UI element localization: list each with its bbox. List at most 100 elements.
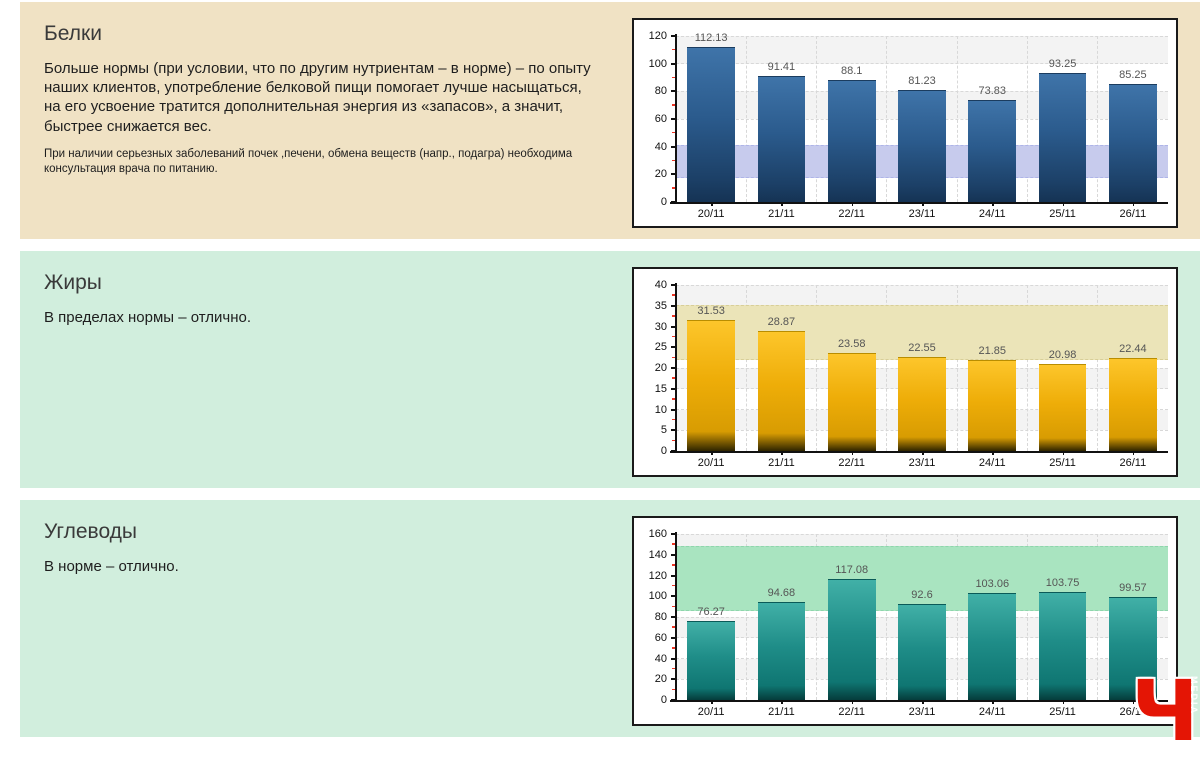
bar-value-label: 112.13 bbox=[694, 31, 728, 44]
bar bbox=[757, 75, 806, 202]
bar bbox=[968, 99, 1017, 202]
panel-title-proteins: Белки bbox=[44, 22, 102, 45]
y-axis-line bbox=[675, 34, 677, 202]
bar bbox=[968, 593, 1017, 700]
v-gridline bbox=[1026, 534, 1028, 700]
x-axis-label: 25/11 bbox=[1049, 706, 1076, 718]
y-axis-minor-tick bbox=[672, 667, 676, 670]
y-axis-tick bbox=[671, 636, 676, 639]
y-axis-tick bbox=[671, 90, 676, 93]
bar bbox=[898, 357, 946, 451]
y-axis-tick bbox=[671, 62, 676, 65]
x-axis-tick bbox=[1062, 451, 1065, 455]
h-gridline bbox=[676, 533, 1168, 535]
y-axis-minor-tick bbox=[672, 315, 676, 317]
v-gridline bbox=[816, 36, 818, 202]
y-axis-minor-tick bbox=[672, 418, 676, 421]
chart-box-carbs: 76.27 20/11 94.68 21/11 117.08 22/11 92.6 23/11… bbox=[632, 516, 1178, 726]
x-axis-label: 21/11 bbox=[768, 208, 795, 220]
y-axis-label: 40 bbox=[654, 140, 667, 153]
y-axis-label: 0 bbox=[660, 694, 667, 706]
x-axis-label: 26/11 bbox=[1119, 208, 1147, 220]
y-axis-label: 40 bbox=[654, 652, 667, 665]
v-gridline bbox=[1026, 36, 1028, 202]
y-axis-tick bbox=[671, 284, 676, 286]
panel-carbs: Углеводы В норме – отлично. 76.27 20/11 94… bbox=[20, 500, 1200, 737]
x-axis-label: 21/11 bbox=[768, 457, 795, 469]
bar bbox=[757, 601, 806, 700]
bar-value-label: 31.53 bbox=[697, 305, 725, 318]
y-axis-minor-tick bbox=[672, 159, 676, 161]
y-axis-label: 20 bbox=[654, 168, 667, 181]
y-axis-label: 120 bbox=[648, 569, 667, 582]
y-axis-tick bbox=[671, 408, 676, 411]
y-axis-minor-tick bbox=[672, 564, 676, 566]
y-axis-minor-tick bbox=[672, 605, 676, 608]
carbs-bar-chart: 76.27 20/11 94.68 21/11 117.08 22/11 92.6 23/11… bbox=[634, 518, 1176, 724]
bar-value-label: 88.1 bbox=[841, 65, 863, 78]
y-axis-label: 120 bbox=[648, 30, 667, 42]
bar bbox=[1038, 363, 1087, 451]
h-gridline bbox=[676, 35, 1168, 37]
y-axis-tick bbox=[671, 304, 676, 307]
y-axis-label: 0 bbox=[660, 196, 667, 208]
v-gridline bbox=[745, 285, 747, 451]
x-axis-label: 22/11 bbox=[838, 208, 866, 220]
x-axis-label: 25/11 bbox=[1049, 208, 1076, 220]
y-axis-label: 30 bbox=[654, 320, 667, 333]
fats-bar-chart: 31.53 20/11 28.87 21/11 23.58 22/11 22.55 23/11… bbox=[634, 269, 1176, 475]
y-axis-label: 20 bbox=[654, 673, 667, 686]
v-gridline bbox=[886, 534, 888, 700]
panel-body-carbs: В норме – отлично. bbox=[44, 558, 179, 575]
x-axis-tick bbox=[1062, 700, 1065, 704]
x-axis-tick bbox=[1132, 451, 1135, 455]
bar bbox=[827, 353, 876, 451]
x-axis-tick bbox=[922, 451, 924, 455]
panel-title-carbs: Углеводы bbox=[44, 520, 138, 543]
bar bbox=[687, 46, 736, 202]
x-axis-label: 26/11 bbox=[1119, 457, 1147, 469]
y-axis-tick bbox=[671, 429, 676, 432]
y-axis-minor-tick bbox=[672, 688, 676, 691]
bar bbox=[757, 331, 806, 451]
y-axis-tick bbox=[671, 118, 676, 120]
y-axis-label: 35 bbox=[654, 299, 667, 312]
x-axis-tick bbox=[781, 700, 783, 704]
plot-stripe bbox=[676, 285, 1168, 306]
x-axis-label: 20/11 bbox=[697, 706, 725, 718]
x-axis-line bbox=[670, 451, 1168, 453]
v-gridline bbox=[745, 534, 747, 700]
bar bbox=[827, 578, 876, 700]
x-axis-tick bbox=[992, 202, 994, 206]
bar-value-label: 94.68 bbox=[767, 586, 796, 599]
watermark-logo: Ч MEDIA bbox=[1131, 666, 1199, 753]
watermark-letter: Ч bbox=[1131, 661, 1199, 760]
x-axis-label: 21/11 bbox=[768, 706, 795, 718]
bar-value-label: 93.25 bbox=[1048, 58, 1077, 70]
x-axis-tick bbox=[922, 202, 924, 206]
y-axis-label: 5 bbox=[660, 424, 667, 437]
x-axis-label: 24/11 bbox=[978, 208, 1006, 220]
v-gridline bbox=[1097, 534, 1099, 700]
v-gridline bbox=[956, 36, 958, 202]
bar-value-label: 23.58 bbox=[837, 338, 866, 351]
bar bbox=[1108, 357, 1157, 451]
y-axis-tick bbox=[671, 533, 676, 535]
y-axis-minor-tick bbox=[672, 377, 676, 379]
y-axis-tick bbox=[671, 678, 676, 681]
y-axis-minor-tick bbox=[672, 294, 676, 296]
y-axis-tick bbox=[671, 657, 676, 660]
bar bbox=[827, 80, 876, 202]
panel-proteins: Белки Больше нормы (при условии, что по … bbox=[20, 2, 1200, 239]
y-axis-label: 100 bbox=[648, 590, 667, 603]
y-axis-tick bbox=[671, 616, 676, 618]
y-axis-line bbox=[675, 532, 677, 700]
y-axis-tick bbox=[671, 574, 676, 577]
y-axis-minor-tick bbox=[672, 398, 676, 400]
bar bbox=[968, 360, 1017, 451]
y-axis-tick bbox=[671, 346, 676, 349]
y-axis-label: 60 bbox=[654, 113, 667, 125]
x-axis-label: 22/11 bbox=[838, 706, 866, 718]
bar-value-label: 117.08 bbox=[835, 563, 869, 576]
y-axis-label: 10 bbox=[654, 403, 667, 416]
